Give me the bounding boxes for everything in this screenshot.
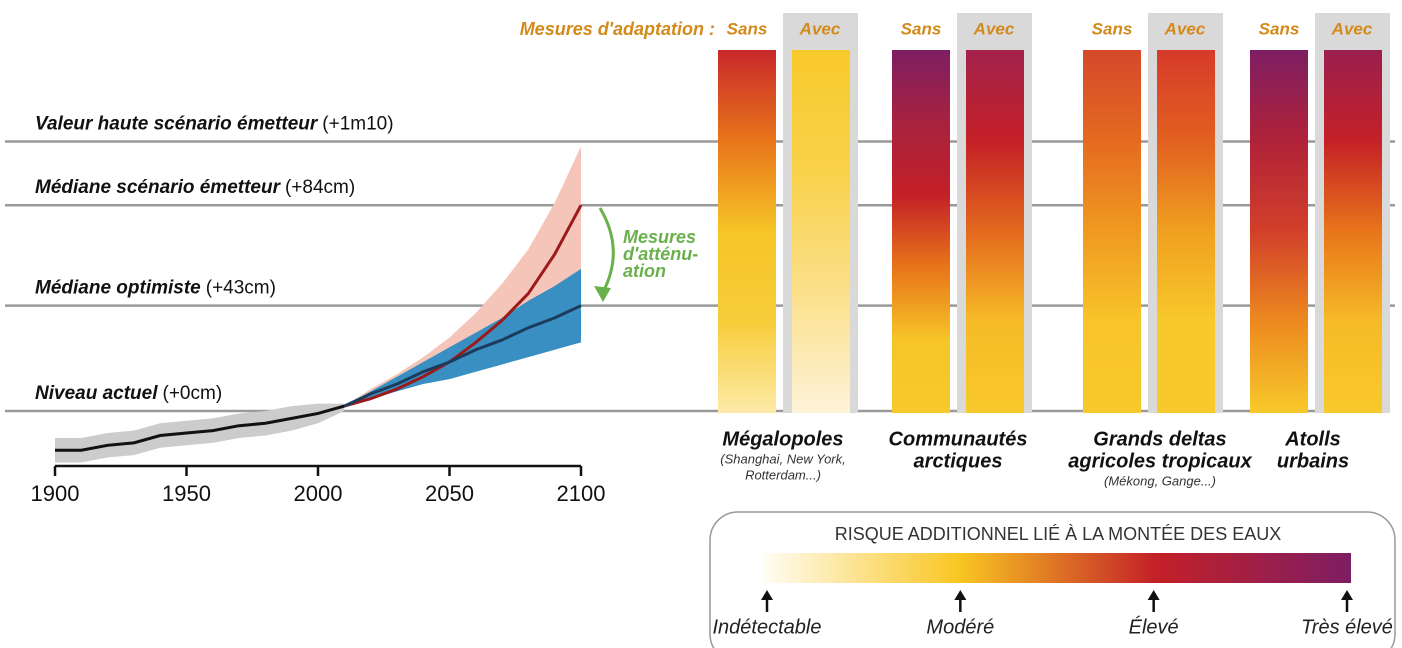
reference-note: (+43cm) — [206, 278, 276, 299]
annotation: ation — [623, 261, 666, 281]
reference-name: Valeur haute scénario émetteur — [35, 114, 319, 135]
attenuation-arrow — [598, 207, 615, 293]
level-arrowhead — [1341, 590, 1353, 600]
adaptation-title: Mesures d'adaptation : — [520, 19, 715, 39]
attenuation-arrowhead — [594, 286, 611, 302]
annotation: d'atténu- — [623, 244, 698, 264]
sans-bar — [892, 50, 950, 413]
sans-bar — [718, 50, 776, 413]
sans-bar — [1083, 50, 1141, 413]
group-name: Mégalopoles — [722, 428, 843, 450]
reference-note: (+1m10) — [322, 114, 393, 135]
x-tick-label: 2100 — [557, 481, 606, 506]
level-label: Très élevé — [1301, 616, 1393, 638]
avec-label: Avec — [973, 19, 1015, 38]
group-subtitle: (Mékong, Gange...) — [1104, 473, 1216, 488]
line — [343, 204, 583, 408]
reference-name: Médiane scénario émetteur — [35, 177, 282, 198]
avec-label: Avec — [1164, 19, 1206, 38]
risk-gradient — [763, 553, 1351, 583]
x-tick-label: 2050 — [425, 481, 474, 506]
reference-label: Valeur haute scénario émetteur (+1m10) — [35, 114, 394, 135]
level-label: Indétectable — [713, 616, 822, 638]
line — [55, 404, 345, 452]
level-label: Élevé — [1129, 615, 1179, 638]
x-tick-label: 1900 — [31, 481, 80, 506]
level-arrowhead — [954, 590, 967, 600]
level-label: Modéré — [926, 616, 994, 638]
group-subtitle: Rotterdam...) — [745, 467, 821, 482]
group-name: agricoles tropicaux — [1068, 450, 1252, 472]
reference-name: Médiane optimiste — [35, 278, 201, 299]
group-name: Grands deltas — [1093, 428, 1226, 450]
sans-bar — [1250, 50, 1308, 413]
group-name: urbains — [1277, 450, 1349, 472]
line — [343, 304, 582, 408]
reference-label: Médiane scénario émetteur (+84cm) — [35, 177, 355, 198]
avec-label: Avec — [799, 19, 841, 38]
reference-name: Niveau actuel — [35, 383, 158, 404]
reference-label: Niveau actuel (+0cm) — [35, 383, 222, 404]
sans-label: Sans — [727, 19, 768, 38]
group-name: arctiques — [914, 450, 1003, 472]
sans-label: Sans — [1092, 19, 1133, 38]
annotation: Mesures — [623, 227, 696, 247]
avec-bar — [966, 50, 1024, 413]
reference-label: Médiane optimiste (+43cm) — [35, 278, 276, 299]
avec-bar — [1157, 50, 1215, 413]
legend-title: RISQUE ADDITIONNEL LIÉ À LA MONTÉE DES E… — [835, 524, 1281, 544]
avec-bar — [792, 50, 850, 413]
reference-note: (+84cm) — [285, 177, 355, 198]
group-subtitle: (Shanghai, New York, — [720, 451, 846, 466]
avec-bar — [1324, 50, 1382, 413]
group-name: Atolls — [1284, 428, 1341, 450]
legend-box — [709, 511, 1396, 648]
group-name: Communautés — [889, 428, 1028, 450]
level-arrowhead — [1147, 590, 1160, 600]
uncertainty-band — [344, 268, 581, 407]
reference-note: (+0cm) — [163, 383, 223, 404]
x-tick-label: 1950 — [162, 481, 211, 506]
sans-label: Sans — [901, 19, 942, 38]
level-arrowhead — [761, 590, 773, 600]
x-tick-label: 2000 — [294, 481, 343, 506]
sans-label: Sans — [1259, 19, 1300, 38]
avec-label: Avec — [1331, 19, 1373, 38]
